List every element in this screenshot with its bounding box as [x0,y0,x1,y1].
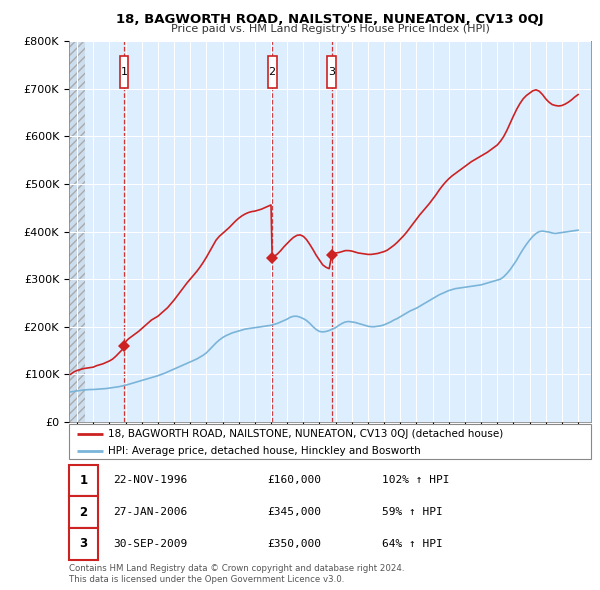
Text: £345,000: £345,000 [268,507,322,517]
Bar [69,41,85,422]
Text: 2: 2 [79,506,88,519]
Text: HPI: Average price, detached house, Hinckley and Bosworth: HPI: Average price, detached house, Hinc… [108,446,421,456]
Text: £350,000: £350,000 [268,539,322,549]
FancyBboxPatch shape [69,464,98,496]
FancyBboxPatch shape [69,496,98,528]
Text: 18, BAGWORTH ROAD, NAILSTONE, NUNEATON, CV13 0QJ (detached house): 18, BAGWORTH ROAD, NAILSTONE, NUNEATON, … [108,428,503,438]
Text: 3: 3 [79,537,88,550]
Text: 27-JAN-2006: 27-JAN-2006 [113,507,188,517]
Text: 3: 3 [328,67,335,77]
Text: Price paid vs. HM Land Registry's House Price Index (HPI): Price paid vs. HM Land Registry's House … [170,24,490,34]
Text: Contains HM Land Registry data © Crown copyright and database right 2024.: Contains HM Land Registry data © Crown c… [69,564,404,573]
Text: 64% ↑ HPI: 64% ↑ HPI [382,539,443,549]
FancyBboxPatch shape [119,55,128,88]
Text: 1: 1 [121,67,127,77]
Text: 1: 1 [79,474,88,487]
Text: 30-SEP-2009: 30-SEP-2009 [113,539,188,549]
Text: 22-NOV-1996: 22-NOV-1996 [113,476,188,486]
Text: 18, BAGWORTH ROAD, NAILSTONE, NUNEATON, CV13 0QJ: 18, BAGWORTH ROAD, NAILSTONE, NUNEATON, … [116,13,544,26]
Text: 59% ↑ HPI: 59% ↑ HPI [382,507,443,517]
Text: 102% ↑ HPI: 102% ↑ HPI [382,476,450,486]
FancyBboxPatch shape [69,528,98,560]
Text: This data is licensed under the Open Government Licence v3.0.: This data is licensed under the Open Gov… [69,575,344,584]
Text: £160,000: £160,000 [268,476,322,486]
FancyBboxPatch shape [327,55,336,88]
FancyBboxPatch shape [268,55,277,88]
Text: 2: 2 [269,67,276,77]
